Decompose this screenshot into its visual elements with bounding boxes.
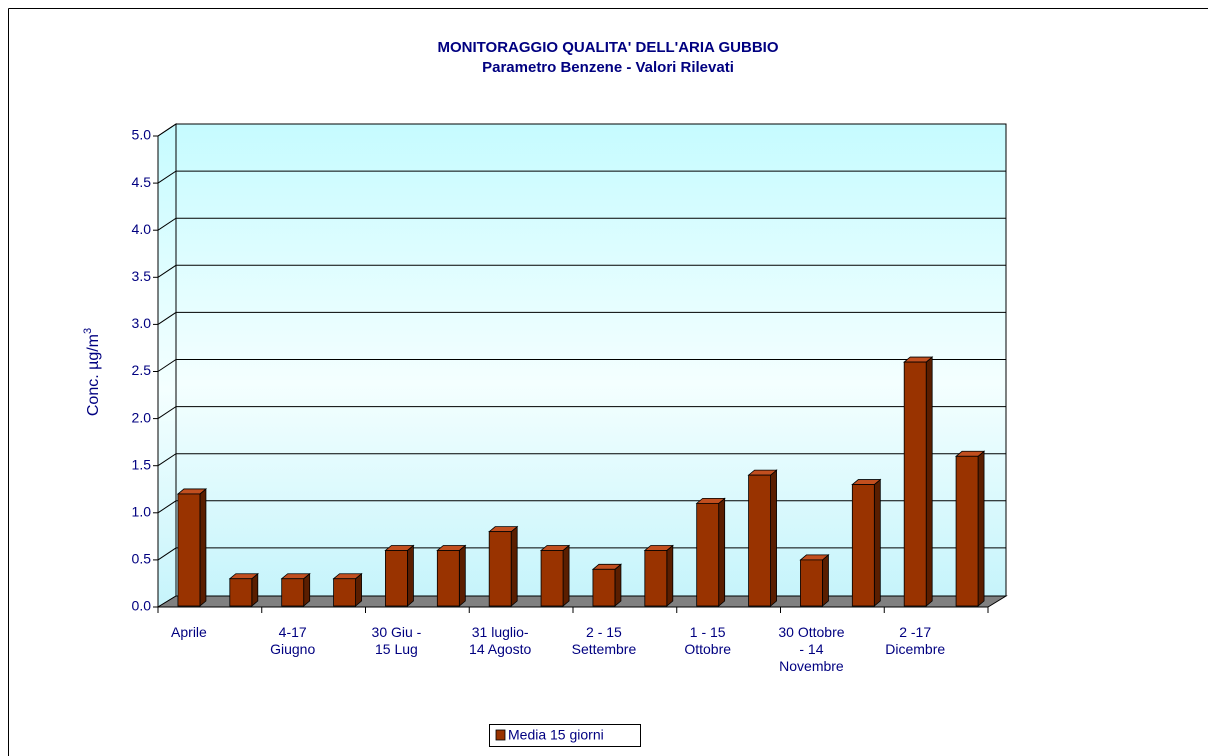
x-tick-label: 1 - 15 Ottobre	[684, 624, 732, 657]
bar	[591, 563, 623, 607]
y-tick-label: 1.0	[132, 504, 152, 520]
y-tick-label: 0.5	[132, 551, 152, 567]
x-tick-label: Aprile	[171, 624, 207, 640]
y-tick-label: 3.0	[132, 315, 152, 331]
y-label-sup: 3	[82, 328, 94, 334]
grid-line	[157, 311, 1006, 325]
bar	[539, 544, 571, 607]
bar-side	[822, 554, 829, 607]
x-tick-label: 2 - 15 Settembre	[571, 624, 637, 657]
bar-front	[281, 578, 305, 607]
y-tick-label: 1.5	[132, 456, 152, 472]
grid-line	[157, 264, 1006, 278]
x-tick-label: 4-17 Giugno	[270, 624, 316, 657]
bar	[643, 544, 674, 607]
bar-side	[718, 497, 726, 607]
bar-front	[592, 568, 616, 607]
bar-side	[666, 544, 674, 607]
bar-side	[355, 572, 362, 607]
bar-front	[385, 550, 408, 607]
bar-side	[510, 525, 518, 607]
x-tick-label: 31 luglio- 14 Agosto	[469, 624, 532, 657]
y-tick-label: 2.0	[132, 409, 152, 425]
bar-side	[770, 469, 777, 607]
bar-side	[614, 563, 622, 607]
bar-front	[644, 550, 668, 607]
bar	[436, 544, 467, 607]
y-tick-label: 3.5	[132, 268, 152, 284]
bar-side	[199, 488, 207, 607]
bar-front	[955, 455, 979, 607]
grid-line	[157, 123, 1006, 137]
x-tick-label: 30 Ottobre - 14 Novembre	[778, 624, 845, 674]
bar-side	[873, 478, 881, 607]
bar-side	[303, 572, 311, 607]
bar-side	[251, 572, 259, 607]
bar-front	[333, 578, 356, 607]
legend-swatch	[495, 729, 506, 741]
y-tick-label: 2.5	[132, 362, 152, 378]
bar-front	[800, 559, 823, 607]
grid-line	[157, 359, 1006, 372]
legend-box	[489, 724, 641, 747]
bar-front	[436, 550, 460, 607]
bar	[954, 450, 986, 607]
bar-front	[488, 531, 512, 607]
y-tick-label: 5.0	[132, 127, 152, 143]
grid-line	[157, 547, 1006, 561]
grid-line	[157, 406, 1006, 420]
chart-title: MONITORAGGIO QUALITA' DELL'ARIA GUBBIO	[437, 39, 778, 56]
bar	[851, 478, 882, 607]
y-tick-label: 4.5	[132, 174, 152, 190]
bar	[176, 488, 208, 607]
bar-side	[407, 544, 414, 607]
legend-label: Media 15 giorni	[508, 727, 604, 743]
y-label-text: Conc. µg/m	[85, 334, 102, 416]
bar	[799, 554, 830, 607]
bar	[695, 497, 726, 607]
bar-front	[177, 493, 201, 607]
grid-line	[157, 217, 1006, 231]
bar-side	[458, 544, 466, 607]
bar-front	[540, 550, 564, 607]
bar-front	[229, 578, 253, 607]
bar	[228, 572, 259, 607]
bar-front	[696, 502, 720, 607]
y-tick-label: 4.0	[132, 221, 152, 237]
x-tick-label: 2 -17 Dicembre	[885, 624, 946, 657]
bar	[384, 544, 415, 607]
bar	[488, 525, 519, 607]
y-tick-label: 0.0	[132, 598, 152, 614]
grid-line	[157, 453, 1006, 467]
bar-front	[851, 484, 875, 607]
bar	[332, 572, 363, 607]
bar	[747, 469, 778, 607]
y-axis-label: Conc. µg/m3	[82, 328, 102, 416]
bar-side	[562, 544, 570, 607]
bar-side	[925, 356, 933, 607]
bar-side	[977, 450, 985, 607]
bar	[280, 572, 311, 607]
chart-subtitle: Parametro Benzene - Valori Rilevati	[482, 59, 734, 76]
bar-front	[748, 474, 771, 607]
x-tick-label: 30 Giu - 15 Lug	[371, 624, 422, 657]
bar-front	[903, 361, 927, 607]
bar	[903, 356, 934, 607]
grid-line	[157, 170, 1006, 184]
grid-line	[157, 500, 1006, 514]
